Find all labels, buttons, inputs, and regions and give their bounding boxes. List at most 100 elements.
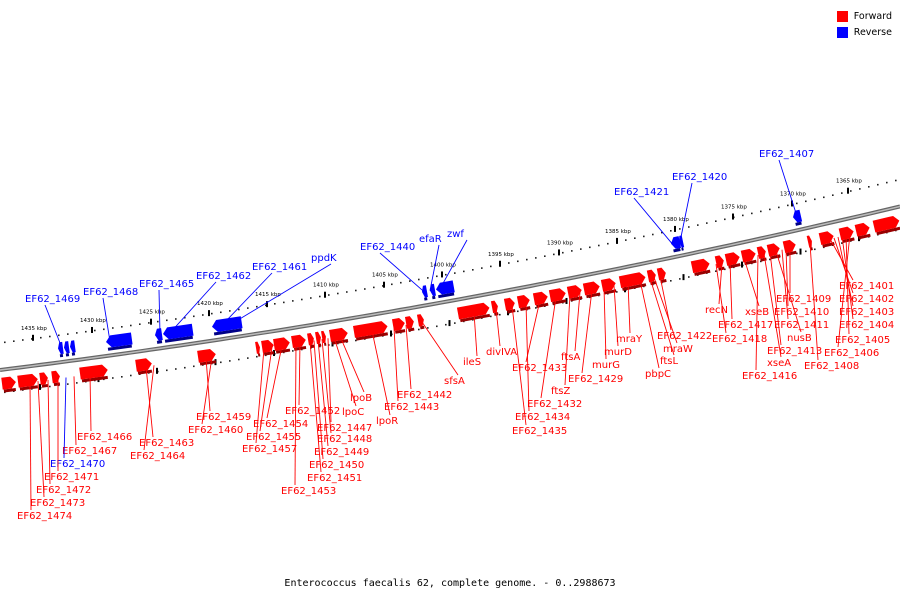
gene-leader-line — [473, 312, 478, 357]
forward-gene-arrow-body — [261, 339, 274, 353]
gene-leader-line — [511, 305, 527, 426]
lower-track-dot — [238, 358, 240, 361]
gene-label-ef62-1410: EF62_1410 — [774, 307, 829, 318]
forward-gene-arrow-body — [656, 267, 666, 281]
forward-gene-arrow — [646, 269, 657, 286]
gene-leader-line — [371, 330, 391, 416]
forward-gene-arrow — [854, 222, 871, 240]
gene-label-xsea: xseA — [767, 358, 791, 369]
gene-leader-line — [613, 285, 619, 347]
lower-track-dot — [517, 310, 519, 313]
upper-track-dot — [13, 340, 15, 342]
forward-gene-arrow-shadow — [53, 382, 61, 387]
forward-gene-arrow-body — [516, 295, 530, 309]
reverse-gene-arrow-body — [58, 341, 64, 355]
upper-track-dot — [661, 231, 663, 234]
forward-gene-arrow-body — [135, 358, 152, 372]
reverse-gene-arrow-shadow — [673, 248, 681, 253]
forward-gene-arrow — [39, 372, 49, 388]
gene-leader-line — [309, 341, 322, 473]
upper-track-dot — [301, 298, 303, 301]
forward-gene-arrow — [17, 373, 38, 391]
forward-gene-arrow — [490, 300, 499, 316]
gene-leader-line — [809, 243, 819, 361]
gene-leader-line — [775, 250, 802, 333]
reverse-gene-arrow-body — [163, 323, 194, 340]
forward-gene-arrow-body — [818, 231, 834, 245]
upper-track-dot — [49, 335, 51, 338]
gene-leader-line — [743, 257, 760, 307]
gene-label-mraw: mraW — [663, 344, 693, 355]
forward-gene-arrow — [404, 316, 415, 332]
gene-label-efar: efaR — [419, 234, 442, 245]
legend: Forward Reverse — [836, 8, 892, 40]
upper-track-dot — [706, 222, 708, 224]
gene-leader-line — [89, 374, 92, 432]
upper-track-dot — [886, 181, 888, 184]
forward-gene-arrow-body — [51, 370, 60, 384]
upper-track-dot — [328, 294, 330, 296]
forward-gene-arrow-body — [391, 317, 405, 332]
gene-leader-line — [143, 365, 155, 451]
upper-track-dot — [652, 233, 654, 236]
upper-track-dot — [445, 273, 447, 276]
upper-track-dot — [310, 297, 312, 299]
gene-label-ftsz: ftsZ — [551, 386, 570, 397]
forward-gene-arrow-body — [329, 327, 348, 342]
upper-track-dot — [751, 212, 753, 215]
tick-label: 1390 kbp — [547, 240, 573, 246]
gene-label-ef62-1464: EF62_1464 — [130, 451, 185, 462]
forward-gene-arrow-body — [532, 291, 548, 306]
tick-label: 1375 kbp — [721, 205, 747, 211]
tick-label: 1385 kbp — [605, 229, 631, 235]
upper-track-dot — [715, 220, 717, 222]
lower-track-dot — [247, 357, 249, 359]
gene-label-iles: ileS — [463, 357, 481, 368]
upper-track-dot — [481, 267, 483, 269]
lower-track-dot — [49, 385, 51, 388]
forward-gene-arrow-body — [39, 372, 48, 385]
gene-leader-line — [294, 343, 297, 486]
upper-track-dot — [580, 248, 582, 250]
forward-gene-arrow-shadow — [858, 233, 871, 240]
reverse-gene-arrow-body — [70, 340, 76, 353]
forward-gene-arrow-shadow — [786, 250, 797, 256]
lower-track-dot — [436, 325, 438, 328]
gene-label-ef62-1434: EF62_1434 — [515, 412, 570, 423]
upper-track-dot — [625, 239, 627, 241]
forward-gene-arrow-body — [315, 331, 321, 345]
upper-track-dot — [607, 242, 609, 245]
forward-gene-arrow-shadow — [41, 383, 49, 388]
gene-label-ef62-1405: EF62_1405 — [835, 335, 890, 346]
gene-leader-line — [781, 249, 789, 320]
gene-leader-line — [266, 345, 283, 419]
lower-track-dot — [445, 323, 447, 326]
forward-gene-arrow-body — [646, 269, 656, 283]
forward-gene-arrow-body — [566, 285, 582, 299]
lower-track-dot — [328, 344, 330, 346]
gene-label-ef62-1421: EF62_1421 — [614, 187, 669, 198]
lower-track-dot — [292, 350, 294, 352]
tick-label: 1370 kbp — [780, 191, 806, 197]
gene-label-ef62-1466: EF62_1466 — [77, 432, 132, 443]
reverse-gene-arrow-body — [106, 332, 133, 348]
gene-label-xseb: xseB — [745, 307, 769, 318]
upper-track-dot — [409, 280, 411, 282]
forward-gene-arrow-shadow — [81, 375, 108, 383]
reverse-swatch — [836, 26, 848, 38]
gene-label-ef62-1467: EF62_1467 — [62, 446, 117, 457]
forward-gene-arrow-shadow — [19, 385, 38, 391]
upper-track-dot — [688, 226, 690, 228]
lower-track-dot — [256, 355, 258, 358]
gene-leader-line — [421, 321, 459, 376]
reverse-gene-arrow — [436, 280, 455, 299]
tick-label: 1365 kbp — [836, 179, 862, 185]
gene-label-ef62-1407: EF62_1407 — [759, 149, 814, 160]
reverse-gene-arrow — [793, 209, 803, 226]
tick-label: 1395 kbp — [488, 252, 514, 258]
reverse-gene-arrow-shadow — [65, 353, 70, 357]
forward-gene-arrow — [872, 215, 900, 236]
gene-leader-line — [321, 339, 332, 434]
lower-track-dot — [184, 366, 186, 369]
legend-forward: Forward — [836, 8, 892, 24]
